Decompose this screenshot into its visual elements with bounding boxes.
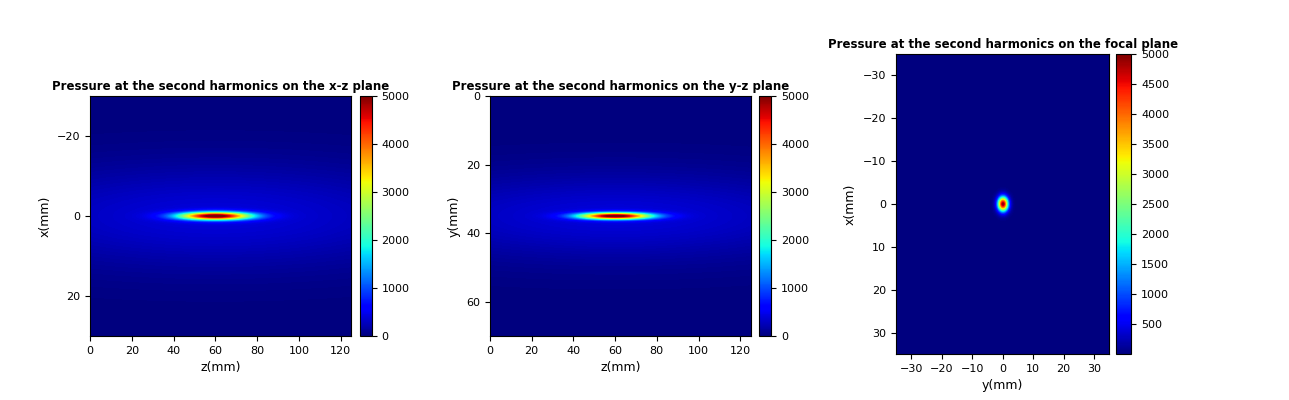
Title: Pressure at the second harmonics on the x-z plane: Pressure at the second harmonics on the … xyxy=(52,80,389,94)
Title: Pressure at the second harmonics on the focal plane: Pressure at the second harmonics on the … xyxy=(828,38,1178,52)
X-axis label: y(mm): y(mm) xyxy=(982,379,1023,392)
Y-axis label: x(mm): x(mm) xyxy=(844,183,857,225)
Title: Pressure at the second harmonics on the y-z plane: Pressure at the second harmonics on the … xyxy=(451,80,789,94)
X-axis label: z(mm): z(mm) xyxy=(599,361,641,374)
Y-axis label: y(mm): y(mm) xyxy=(447,195,460,237)
X-axis label: z(mm): z(mm) xyxy=(200,361,241,374)
Y-axis label: x(mm): x(mm) xyxy=(39,195,52,237)
